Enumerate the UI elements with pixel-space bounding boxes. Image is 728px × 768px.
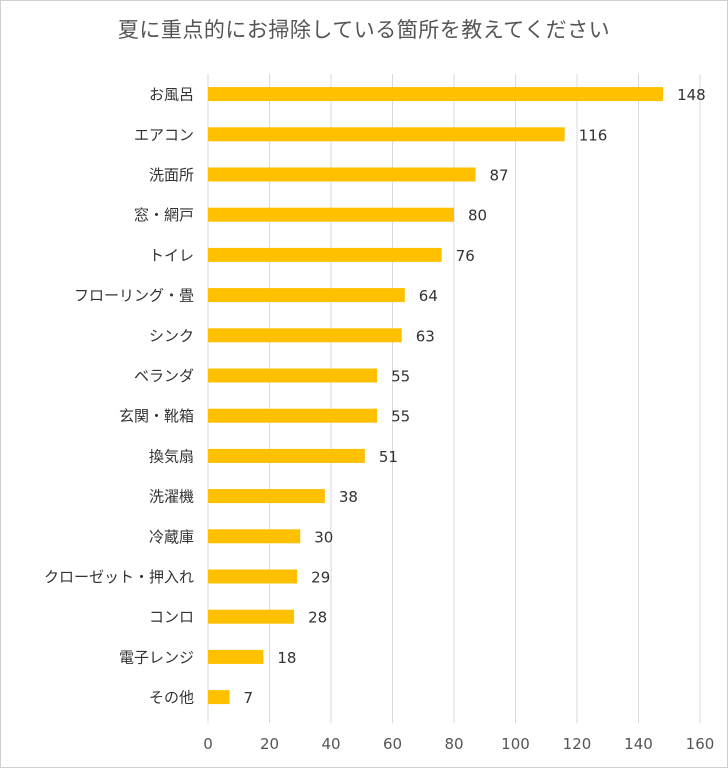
category-label: エアコン — [134, 126, 194, 144]
data-label: 51 — [379, 448, 398, 466]
data-label: 18 — [277, 649, 296, 667]
chart-title: 夏に重点的にお掃除している箇所を教えてください — [117, 18, 611, 42]
x-tick-label: 100 — [501, 735, 530, 753]
data-label: 76 — [456, 247, 475, 265]
x-tick-label: 20 — [260, 735, 279, 753]
category-label: その他 — [149, 689, 194, 707]
category-label: お風呂 — [149, 86, 194, 104]
data-label: 148 — [677, 86, 706, 104]
category-label: フローリング・畳 — [74, 287, 194, 305]
bar — [208, 489, 325, 504]
data-label: 28 — [308, 609, 327, 627]
category-label: 換気扇 — [149, 447, 194, 465]
category-label: トイレ — [149, 246, 194, 264]
bar — [208, 328, 402, 343]
data-label: 80 — [468, 207, 487, 225]
data-label: 116 — [579, 126, 608, 144]
bar — [208, 167, 476, 182]
x-tick-label: 140 — [624, 735, 653, 753]
category-label: 冷蔵庫 — [149, 528, 194, 546]
bar — [208, 690, 230, 705]
bar — [208, 207, 454, 222]
bar — [208, 448, 365, 463]
bar — [208, 408, 378, 423]
bar — [208, 127, 565, 142]
category-label: ベランダ — [134, 367, 194, 385]
data-label: 29 — [311, 569, 330, 587]
x-tick-label: 40 — [321, 735, 340, 753]
data-label: 63 — [416, 327, 435, 345]
category-label: 洗面所 — [149, 166, 194, 184]
bar — [208, 87, 664, 102]
data-label: 64 — [419, 287, 438, 305]
category-label: クローゼット・押入れ — [44, 568, 194, 586]
x-tick-label: 80 — [444, 735, 463, 753]
x-tick-label: 0 — [203, 735, 213, 753]
category-label: 玄関・靴箱 — [119, 407, 194, 425]
data-label: 7 — [244, 689, 254, 707]
bar — [208, 609, 295, 624]
bar — [208, 649, 264, 664]
data-label: 30 — [314, 528, 333, 546]
bar — [208, 368, 378, 383]
x-tick-label: 160 — [686, 735, 715, 753]
x-tick-label: 120 — [563, 735, 592, 753]
bar — [208, 529, 301, 544]
category-label: シンク — [149, 327, 194, 345]
bar — [208, 288, 405, 303]
data-label: 55 — [391, 368, 410, 386]
bar — [208, 569, 298, 584]
category-label: 電子レンジ — [119, 648, 194, 666]
category-label: コンロ — [149, 608, 194, 626]
category-label: 洗濯機 — [149, 488, 194, 506]
data-label: 87 — [490, 167, 509, 185]
x-tick-label: 60 — [383, 735, 402, 753]
data-label: 38 — [339, 488, 358, 506]
category-label: 窓・網戸 — [134, 206, 194, 224]
data-label: 55 — [391, 408, 410, 426]
bar — [208, 247, 442, 262]
